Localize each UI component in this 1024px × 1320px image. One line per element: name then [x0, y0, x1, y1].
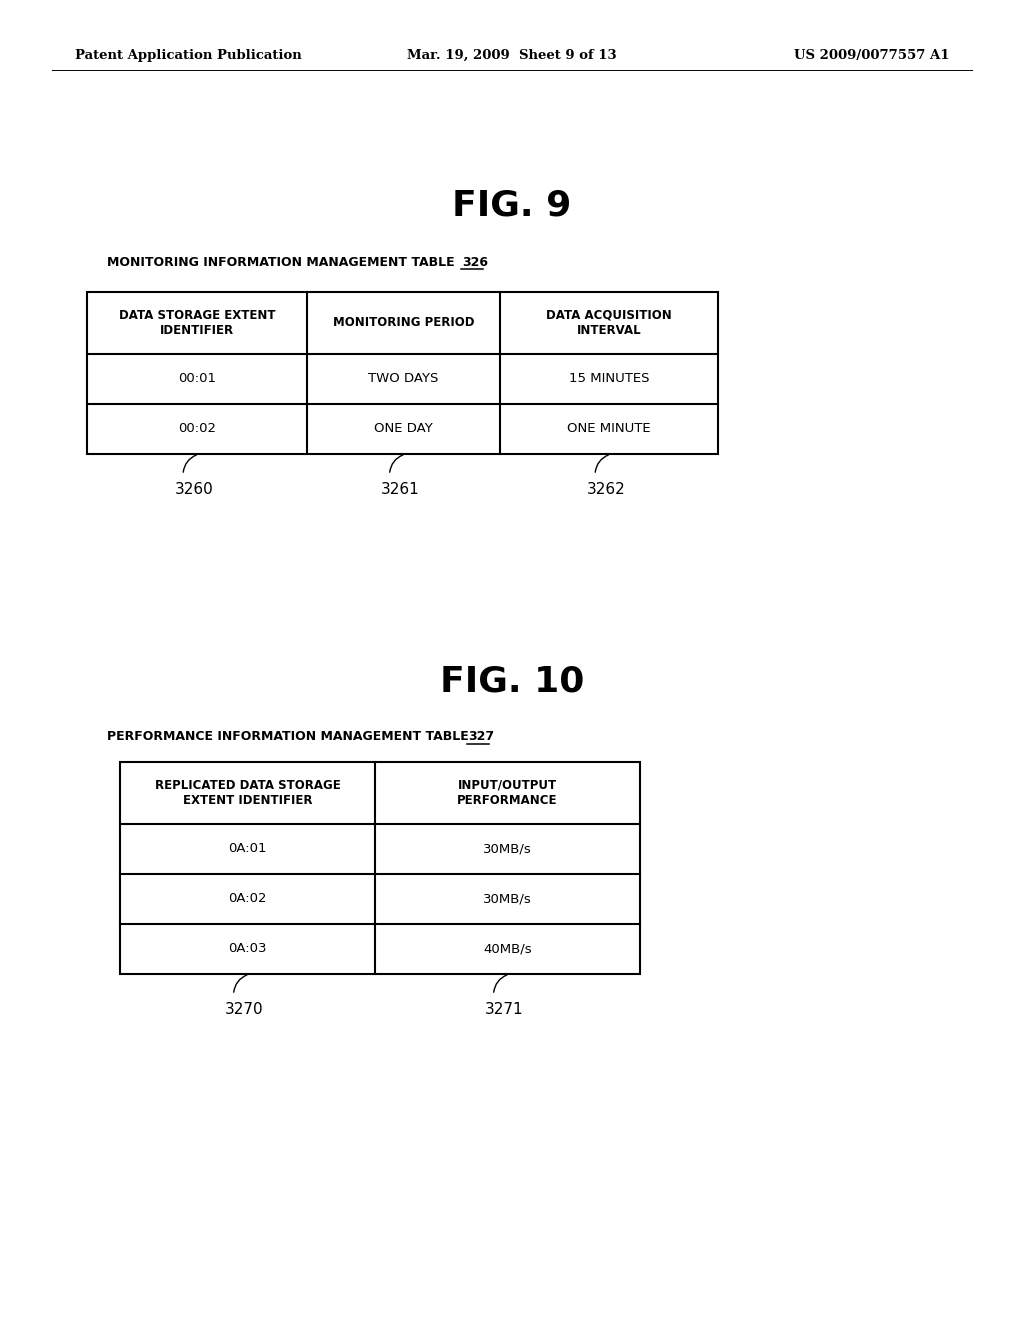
Text: Mar. 19, 2009  Sheet 9 of 13: Mar. 19, 2009 Sheet 9 of 13	[408, 49, 616, 62]
Text: 00:01: 00:01	[178, 372, 216, 385]
Text: PERFORMANCE INFORMATION MANAGEMENT TABLE: PERFORMANCE INFORMATION MANAGEMENT TABLE	[106, 730, 469, 743]
Text: MONITORING INFORMATION MANAGEMENT TABLE: MONITORING INFORMATION MANAGEMENT TABLE	[106, 256, 455, 268]
Text: TWO DAYS: TWO DAYS	[369, 372, 438, 385]
Text: 00:02: 00:02	[178, 422, 216, 436]
Text: 3270: 3270	[225, 1002, 264, 1016]
Text: 326: 326	[462, 256, 488, 268]
Text: 3271: 3271	[485, 1002, 524, 1016]
Text: 40MB/s: 40MB/s	[483, 942, 531, 956]
Text: 3262: 3262	[587, 482, 626, 496]
Text: 3260: 3260	[175, 482, 213, 496]
Text: INPUT/OUTPUT
PERFORMANCE: INPUT/OUTPUT PERFORMANCE	[458, 779, 558, 807]
Text: DATA ACQUISITION
INTERVAL: DATA ACQUISITION INTERVAL	[546, 309, 672, 337]
Text: 15 MINUTES: 15 MINUTES	[568, 372, 649, 385]
Text: US 2009/0077557 A1: US 2009/0077557 A1	[795, 49, 950, 62]
Text: ONE DAY: ONE DAY	[374, 422, 433, 436]
Text: 327: 327	[468, 730, 495, 743]
Text: 30MB/s: 30MB/s	[483, 892, 531, 906]
Text: Patent Application Publication: Patent Application Publication	[75, 49, 302, 62]
Text: FIG. 9: FIG. 9	[453, 187, 571, 222]
Bar	[120, 762, 640, 974]
Bar	[87, 292, 718, 454]
Text: ONE MINUTE: ONE MINUTE	[567, 422, 651, 436]
Text: MONITORING PERIOD: MONITORING PERIOD	[333, 317, 474, 330]
Text: DATA STORAGE EXTENT
IDENTIFIER: DATA STORAGE EXTENT IDENTIFIER	[119, 309, 275, 337]
Text: 30MB/s: 30MB/s	[483, 842, 531, 855]
Text: 0A:03: 0A:03	[228, 942, 266, 956]
Text: 0A:02: 0A:02	[228, 892, 266, 906]
Text: 0A:01: 0A:01	[228, 842, 266, 855]
Text: 3261: 3261	[381, 482, 420, 496]
Text: FIG. 10: FIG. 10	[440, 665, 584, 700]
Text: REPLICATED DATA STORAGE
EXTENT IDENTIFIER: REPLICATED DATA STORAGE EXTENT IDENTIFIE…	[155, 779, 340, 807]
